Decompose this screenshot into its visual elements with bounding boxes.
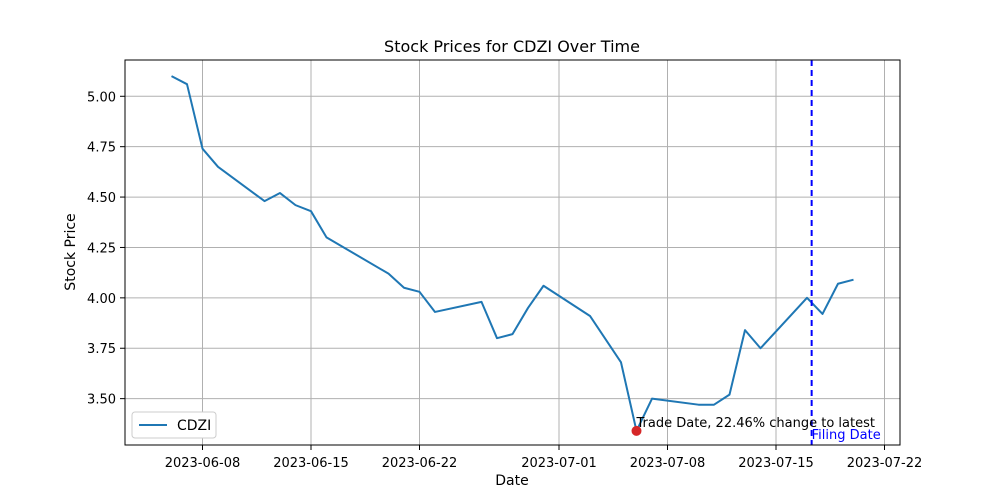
y-axis-label: Stock Price xyxy=(63,213,79,290)
x-tick-label: 2023-07-08 xyxy=(630,456,706,471)
y-tick-label: 4.00 xyxy=(87,292,116,307)
x-tick-label: 2023-07-22 xyxy=(847,456,923,471)
y-axis-ticks: 3.50 3.75 4.00 4.25 4.50 4.75 5.00 xyxy=(87,90,125,408)
trade-date-marker xyxy=(631,425,642,436)
legend-box xyxy=(131,411,217,439)
x-tick-label: 2023-06-08 xyxy=(165,456,241,471)
x-tick-label: 2023-06-15 xyxy=(273,456,349,471)
x-tick-label: 2023-06-22 xyxy=(382,456,458,471)
y-tick-label: 4.75 xyxy=(87,141,116,156)
legend-label-cdzi: CDZI xyxy=(177,418,211,434)
x-axis-ticks: 2023-06-08 2023-06-15 2023-06-22 2023-07-01… xyxy=(165,445,923,471)
legend: CDZI xyxy=(131,411,217,439)
y-tick-label: 4.50 xyxy=(87,191,116,206)
y-tick-label: 3.50 xyxy=(87,393,116,408)
series-line-cdzi xyxy=(171,75,854,432)
chart-title: Stock Prices for CDZI Over Time xyxy=(384,37,640,56)
y-tick-label: 3.75 xyxy=(87,342,116,357)
series-layer xyxy=(171,75,854,432)
y-tick-label: 5.00 xyxy=(87,90,116,105)
plot-frame xyxy=(124,59,901,446)
grid-lines xyxy=(125,60,900,445)
x-tick-label: 2023-07-01 xyxy=(521,456,597,471)
x-tick-label: 2023-07-15 xyxy=(738,456,814,471)
trade-date-label: Trade Date, 22.46% change to latest xyxy=(636,416,875,431)
y-tick-label: 4.25 xyxy=(87,241,116,256)
filing-date-label: Filing Date xyxy=(812,428,881,443)
x-axis-label: Date xyxy=(495,473,528,489)
